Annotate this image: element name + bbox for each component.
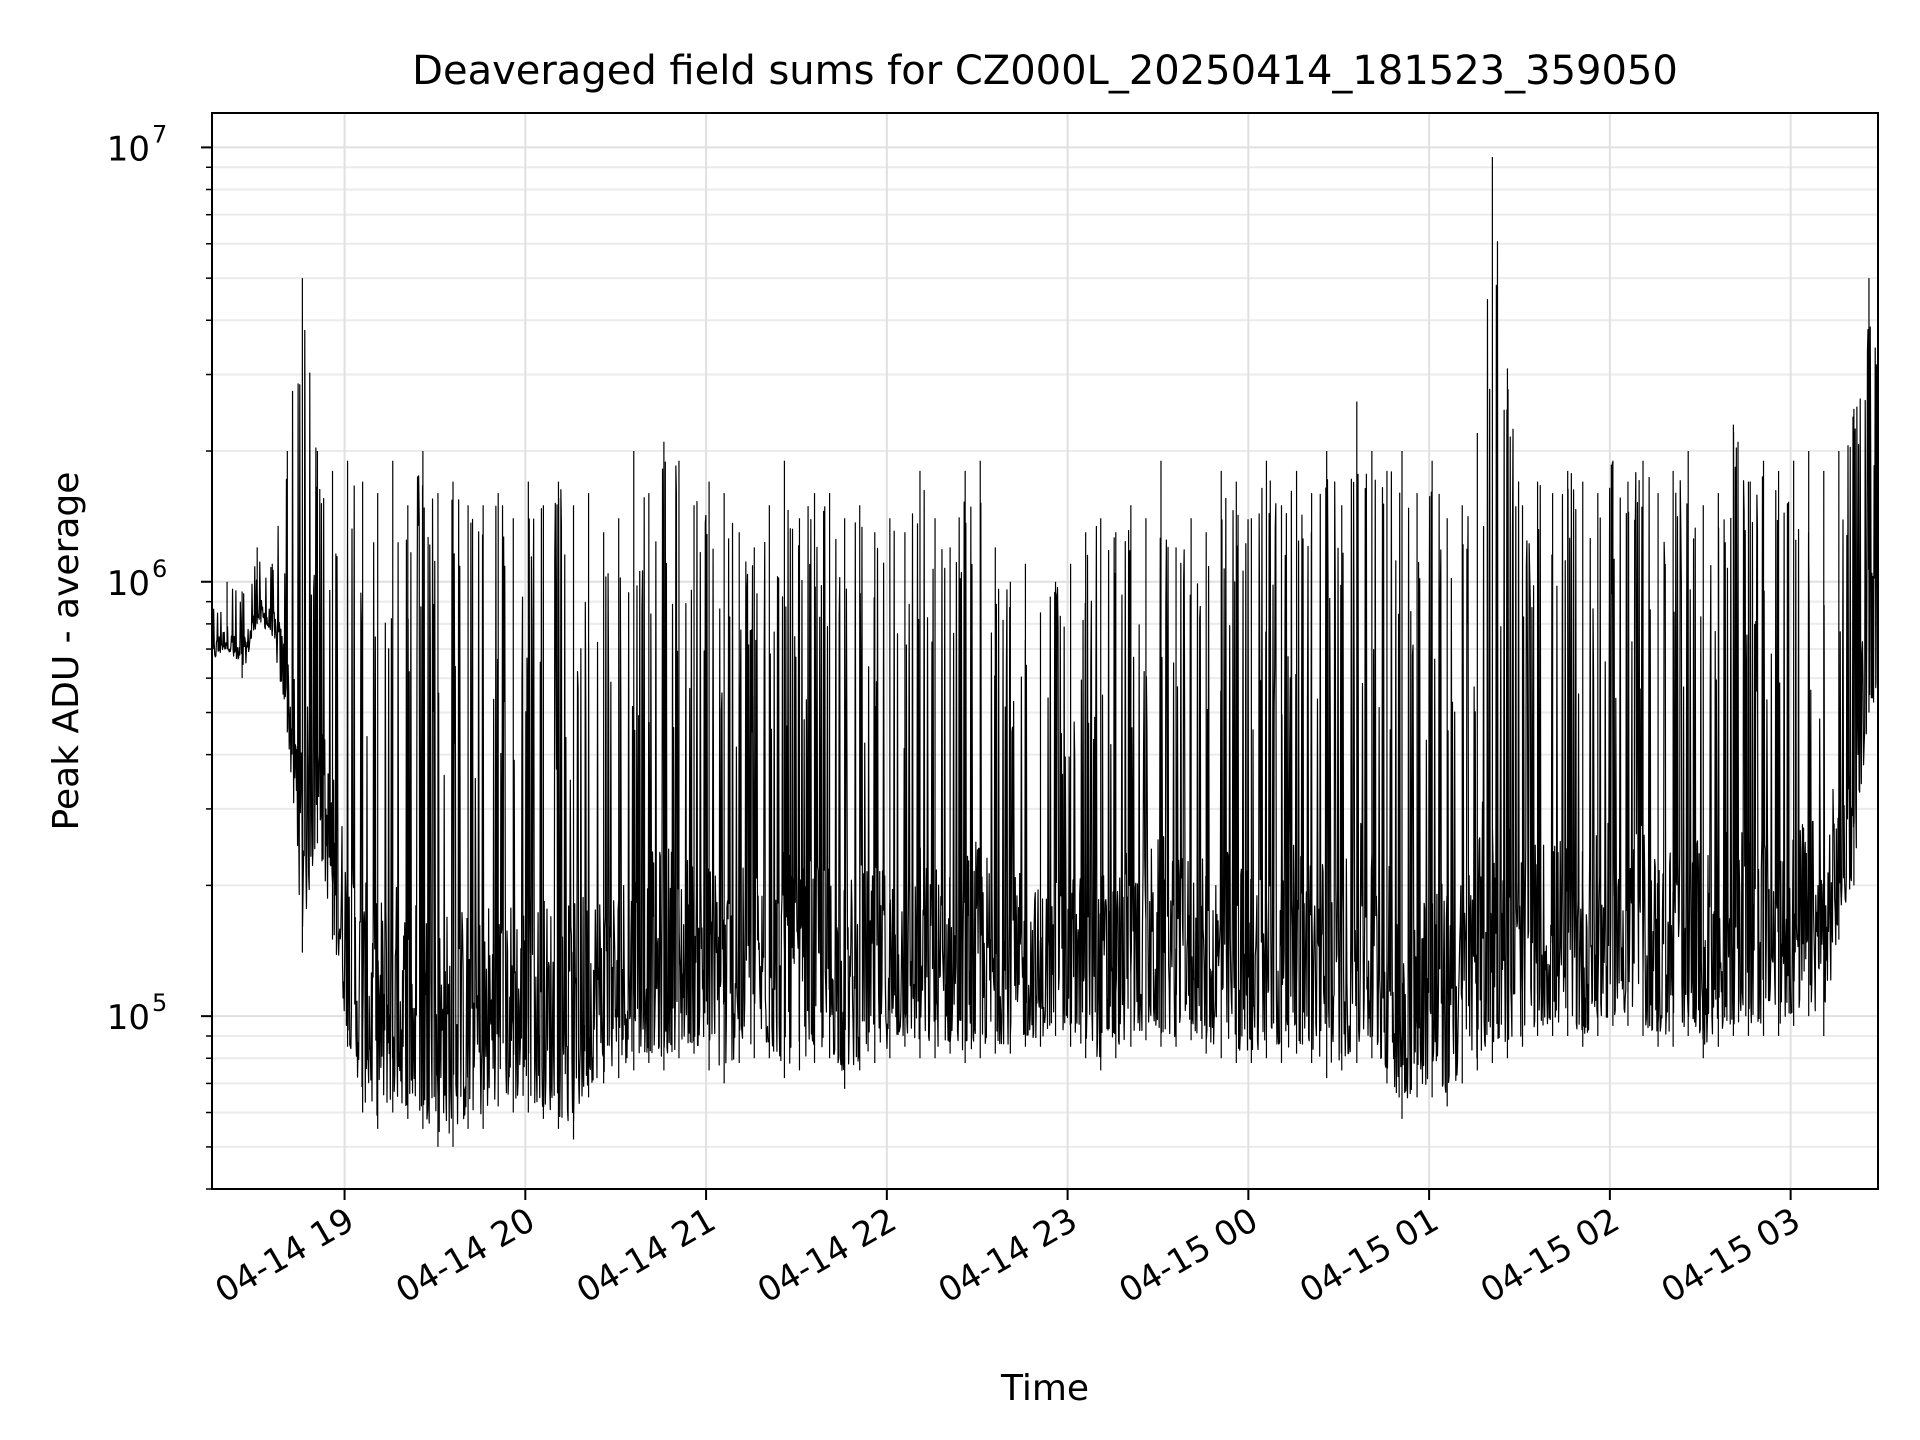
- plot-data: [212, 157, 1878, 1147]
- x-axis-label: Time: [1000, 1368, 1089, 1409]
- y-tick-label: 10: [107, 129, 150, 169]
- y-axis-label: Peak ADU - average: [46, 472, 87, 831]
- y-tick-label-exponent: 6: [152, 555, 167, 583]
- chart-title: Deaveraged field sums for CZ000L_2025041…: [412, 48, 1678, 94]
- series-line: [212, 157, 1878, 1147]
- y-tick-label-exponent: 5: [152, 989, 167, 1017]
- y-tick-label-exponent: 7: [152, 120, 167, 148]
- y-tick-label: 10: [107, 998, 150, 1038]
- plot-frame: [211, 112, 1879, 1190]
- y-tick-label: 10: [107, 564, 150, 604]
